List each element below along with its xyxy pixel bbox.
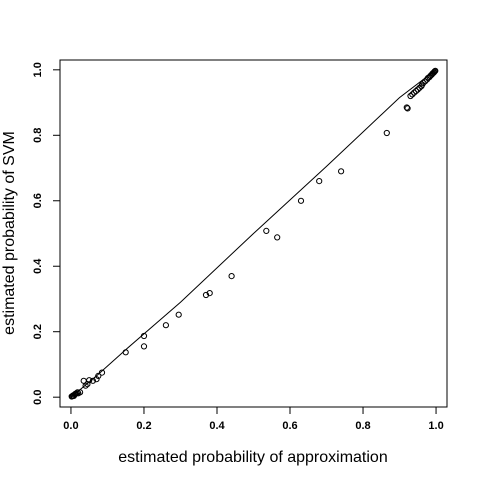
x-tick-label: 1.0 bbox=[428, 420, 443, 432]
y-tick-label: 0.6 bbox=[32, 193, 44, 208]
data-point bbox=[82, 382, 89, 389]
x-axis-title: estimated probability of approximation bbox=[118, 449, 387, 466]
data-point bbox=[162, 322, 169, 329]
data-point bbox=[228, 273, 235, 280]
data-point bbox=[74, 389, 81, 396]
data-point bbox=[297, 197, 305, 204]
data-point bbox=[77, 389, 84, 396]
y-tick-label: 0.8 bbox=[32, 128, 44, 143]
x-tick-label: 0.8 bbox=[355, 420, 370, 432]
data-point bbox=[175, 311, 182, 318]
data-point bbox=[206, 290, 213, 297]
data-point bbox=[98, 369, 106, 376]
y-tick-label: 0.4 bbox=[32, 258, 44, 274]
data-point bbox=[89, 377, 97, 384]
data-point bbox=[407, 92, 414, 100]
data-point bbox=[431, 68, 438, 75]
reference-line bbox=[70, 69, 437, 398]
x-tick-label: 0.4 bbox=[209, 420, 225, 432]
data-point bbox=[403, 104, 410, 111]
data-point bbox=[122, 349, 129, 356]
y-tick-label: 0.0 bbox=[32, 390, 44, 405]
x-tick-label: 0.6 bbox=[282, 420, 297, 432]
data-point bbox=[430, 69, 437, 76]
data-point bbox=[86, 377, 93, 384]
data-point bbox=[274, 234, 281, 241]
data-point bbox=[263, 227, 270, 234]
data-point bbox=[95, 372, 102, 379]
data-point bbox=[383, 129, 390, 137]
data-point bbox=[93, 376, 100, 383]
data-point bbox=[412, 88, 420, 95]
y-axis-title: estimated probability of SVM bbox=[1, 131, 18, 335]
data-point bbox=[338, 168, 345, 175]
y-axis: 0.0 0.2 0.4 0.6 0.8 1.0 bbox=[32, 62, 60, 405]
data-point bbox=[316, 178, 323, 185]
data-point bbox=[411, 89, 418, 96]
data-point bbox=[432, 67, 439, 74]
x-tick-label: 0.2 bbox=[136, 420, 151, 432]
data-points bbox=[68, 67, 439, 400]
data-point bbox=[140, 343, 148, 350]
plot-frame bbox=[59, 59, 448, 408]
x-tick-label: 0.0 bbox=[63, 420, 78, 432]
y-tick-label: 0.2 bbox=[32, 324, 44, 339]
y-tick-label: 1.0 bbox=[32, 62, 44, 77]
data-point bbox=[420, 79, 427, 87]
data-point bbox=[414, 86, 421, 93]
data-point bbox=[409, 91, 416, 98]
x-axis: 0.0 0.2 0.4 0.6 0.8 1.0 bbox=[63, 407, 444, 432]
data-point bbox=[404, 105, 411, 112]
data-point bbox=[73, 390, 80, 397]
data-point bbox=[140, 332, 148, 340]
